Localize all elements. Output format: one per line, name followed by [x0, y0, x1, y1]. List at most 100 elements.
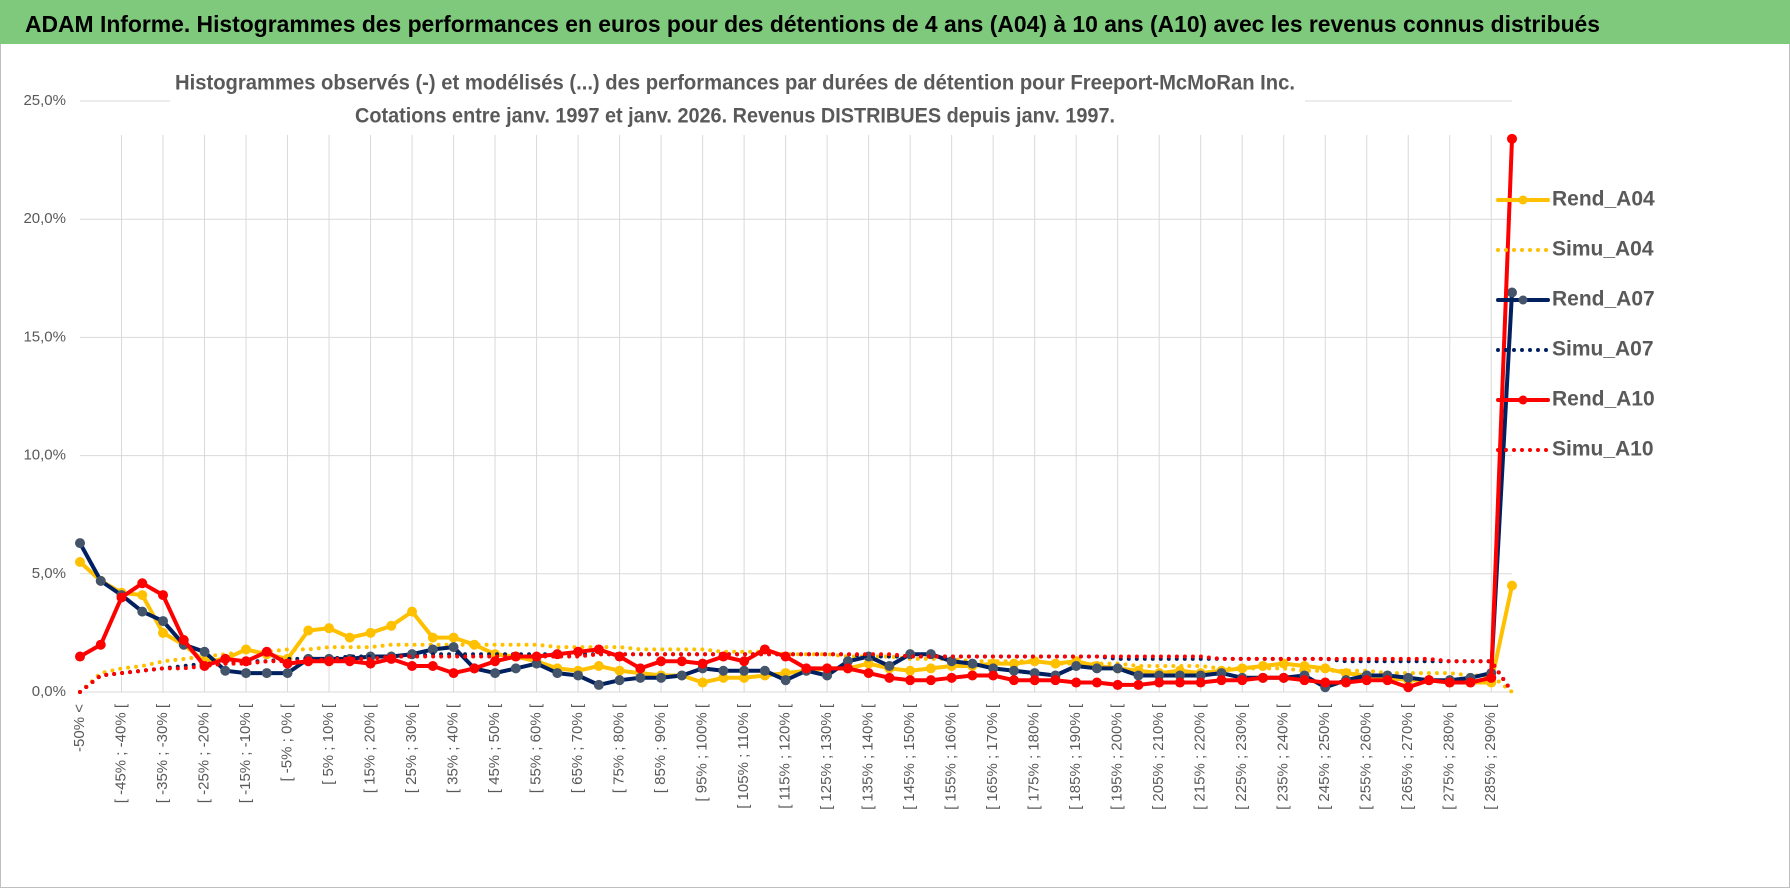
x-tick-label: [ 195% ; 200% [	[1109, 703, 1126, 810]
data-point	[1071, 660, 1082, 671]
data-point	[137, 590, 148, 601]
data-point	[261, 668, 272, 679]
y-tick-label: 0,0%	[32, 683, 66, 700]
data-point	[1133, 679, 1144, 690]
data-point	[946, 656, 957, 667]
data-point	[407, 660, 418, 671]
data-point	[95, 639, 106, 650]
data-point	[1382, 675, 1393, 686]
data-point	[116, 592, 127, 603]
data-point	[448, 642, 459, 653]
x-tick-label: [ 275% ; 280% [	[1441, 703, 1458, 810]
x-tick-label: [ 165% ; 170% [	[984, 703, 1001, 810]
data-point	[427, 660, 438, 671]
x-tick-label: [ -5% ; 0% [	[279, 703, 296, 781]
data-point	[490, 668, 501, 679]
data-point	[1195, 677, 1206, 688]
data-point	[1257, 672, 1268, 683]
data-point	[656, 656, 667, 667]
x-tick-label: [ 245% ; 250% [	[1316, 703, 1333, 810]
x-tick-label: [ 265% ; 270% [	[1399, 703, 1416, 810]
data-point	[261, 646, 272, 657]
data-point	[75, 538, 85, 549]
y-tick-label: 20,0%	[23, 210, 66, 227]
plot: 0,0% 5,0% 10,0% 15,0% 20,0% 25,0% -50% < [ -45%…	[23, 92, 1517, 810]
x-tick-label: [ 55% ; 60% [	[528, 703, 545, 793]
data-point	[635, 663, 646, 674]
data-point	[822, 663, 833, 674]
header-bar	[0, 0, 1790, 44]
title-backdrop	[170, 60, 1305, 134]
data-point	[1507, 580, 1517, 591]
x-tick-label: [ 25% ; 30% [	[403, 703, 420, 793]
x-tick-label: [ -45% ; -40% [	[112, 703, 129, 803]
data-point	[1216, 675, 1227, 686]
data-point	[1486, 672, 1497, 683]
legend-label: Simu_A04	[1552, 238, 1654, 261]
data-point	[676, 656, 687, 667]
data-point	[158, 627, 169, 638]
data-point	[1507, 133, 1517, 144]
x-tick-label: [ 115% ; 120% [	[777, 703, 794, 809]
data-point	[344, 632, 355, 643]
data-point	[1091, 677, 1102, 688]
x-tick-label: [ 105% ; 110% [	[735, 703, 752, 809]
legend-label: Rend_A10	[1552, 388, 1655, 411]
data-point	[1029, 675, 1040, 686]
data-point	[1444, 677, 1455, 688]
data-point	[95, 575, 106, 586]
legend-label: Rend_A04	[1552, 188, 1655, 211]
data-point	[1112, 679, 1123, 690]
x-tick-label: [ 225% ; 230% [	[1233, 703, 1250, 810]
data-point	[386, 620, 397, 631]
legend-label: Simu_A10	[1552, 438, 1654, 461]
data-point	[1403, 682, 1414, 693]
data-point	[925, 663, 936, 674]
data-point	[1091, 663, 1102, 674]
x-tick-label: [ 65% ; 70% [	[569, 703, 586, 793]
data-point	[1299, 675, 1310, 686]
x-tick-label: [ 135% ; 140% [	[860, 703, 877, 810]
data-point	[510, 663, 521, 674]
x-tick-label: [ 185% ; 190% [	[1067, 703, 1084, 810]
data-point	[552, 668, 563, 679]
data-point	[1174, 677, 1185, 688]
x-tick-label: [ -15% ; -10% [	[237, 703, 254, 803]
x-tick-label: [ 255% ; 260% [	[1358, 703, 1375, 810]
data-point	[801, 663, 812, 674]
data-point	[137, 578, 148, 589]
x-tick-label: [ 215% ; 220% [	[1192, 703, 1209, 810]
data-point	[1008, 675, 1019, 686]
data-point	[1320, 663, 1331, 674]
y-tick-label: 5,0%	[32, 565, 66, 582]
data-point	[1278, 672, 1289, 683]
x-tick-label: [ 5% ; 10% [	[320, 703, 337, 785]
observed-line	[78, 136, 1514, 690]
x-tick-label: [ 145% ; 150% [	[901, 703, 918, 810]
data-point	[593, 660, 604, 671]
data-point	[407, 606, 418, 617]
data-point	[1465, 677, 1476, 688]
data-point	[988, 670, 999, 681]
x-tick-label: [ 75% ; 80% [	[611, 703, 628, 793]
data-point	[178, 634, 189, 645]
data-point	[739, 665, 750, 676]
chart-title: Histogrammes observés (-) et modélisés (…	[175, 72, 1295, 95]
data-point	[739, 656, 750, 667]
x-tick-label: [ 125% ; 130% [	[818, 703, 835, 810]
data-point	[1071, 677, 1082, 688]
data-point	[1008, 665, 1019, 676]
legend-label: Simu_A07	[1552, 338, 1654, 361]
data-point	[324, 623, 335, 634]
data-point	[1237, 675, 1248, 686]
legend-marker	[1518, 195, 1528, 205]
data-point	[241, 668, 252, 679]
data-point	[593, 644, 604, 655]
model-line	[78, 642, 1514, 694]
x-tick-label: [ 15% ; 20% [	[362, 703, 379, 793]
y-tick-label: 10,0%	[23, 447, 66, 464]
legend-marker	[1518, 395, 1528, 405]
data-point	[199, 646, 210, 657]
data-point	[946, 672, 957, 683]
